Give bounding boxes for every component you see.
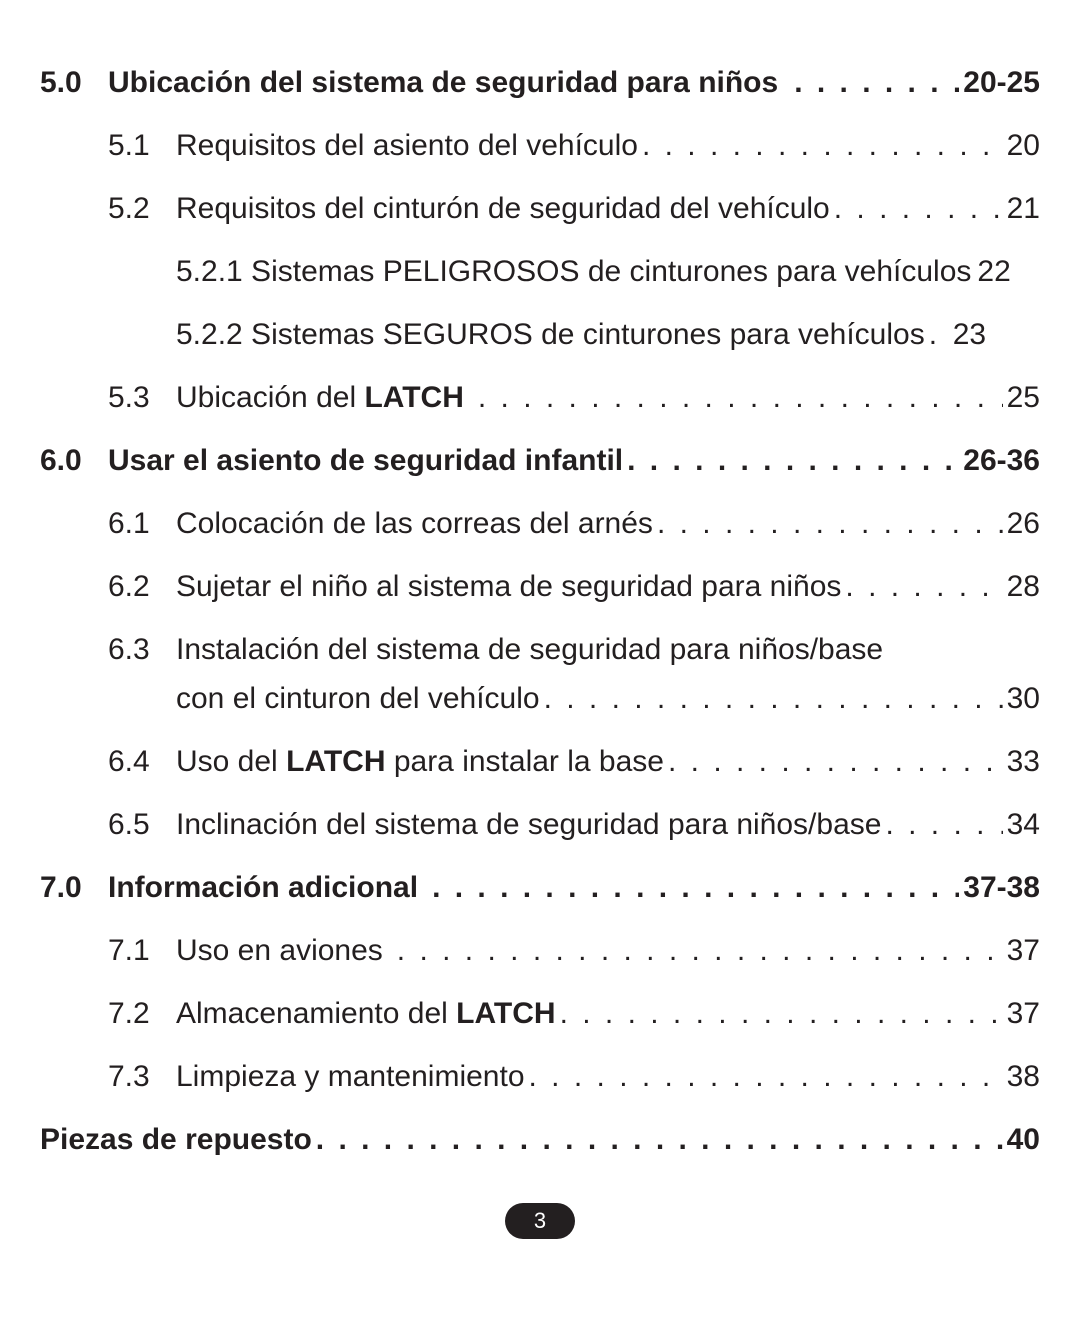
toc-entry-7-2: 7.2 Almacenamiento del LATCH 37 [40,991,1040,1036]
toc-leader-dots [794,60,959,105]
toc-number: 5.2 [108,186,176,231]
toc-title: Ubicación del LATCH [176,375,464,420]
toc-title-line2: con el cinturon del vehículo [176,676,540,721]
toc-entry-6-3-line2: con el cinturon del vehículo 30 [40,676,1040,721]
toc-entry-5-2: 5.2 Requisitos del cinturón de seguridad… [40,186,1040,231]
toc-entry-6-0: 6.0 Usar el asiento de seguridad infanti… [40,438,1040,483]
toc-number: 6.4 [108,739,176,784]
toc-entry-6-3-line1: 6.3 Instalación del sistema de seguridad… [40,627,1040,672]
toc-page: 37 [1007,991,1040,1036]
toc-leader-dots [834,186,1003,231]
toc-title: Requisitos del cinturón de seguridad del… [176,186,830,231]
toc-number: 6.0 [40,438,108,483]
toc-title: Uso en aviones [176,928,383,973]
toc-leader-dots [529,1054,1003,1099]
toc-leader-dots [397,928,1003,973]
page-number: 3 [534,1208,546,1234]
toc-entry-5-2-1: 5.2.1 Sistemas PELIGROSOS de cinturones … [40,249,1040,294]
toc-number: 7.3 [108,1054,176,1099]
toc-entry-6-2: 6.2 Sujetar el niño al sistema de seguri… [40,564,1040,609]
toc-title: Ubicación del sistema de seguridad para … [108,60,778,105]
toc-title: Usar el asiento de seguridad infantil [108,438,623,483]
toc-number: 5.1 [108,123,176,168]
page-number-badge: 3 [505,1203,575,1239]
toc-leader-dots [642,123,1003,168]
toc-number: 6.2 [108,564,176,609]
toc-entry-7-3: 7.3 Limpieza y mantenimiento 38 [40,1054,1040,1099]
toc-title: Requisitos del asiento del vehículo [176,123,638,168]
toc-entry-5-3: 5.3 Ubicación del LATCH 25 [40,375,1040,420]
toc-title-pre: Uso del [176,745,286,778]
toc-page: 37-38 [963,865,1040,910]
toc-page: 40 [1007,1117,1040,1162]
toc-entry-spare-parts: Piezas de repuesto 40 [40,1117,1040,1162]
toc-title-bold: LATCH [456,997,555,1030]
toc-leader-dots [929,312,949,357]
toc-entry-6-5: 6.5 Inclinación del sistema de seguridad… [40,802,1040,847]
toc-number: 6.3 [108,627,176,672]
toc-number: 7.2 [108,991,176,1036]
toc-leader-dots [627,438,959,483]
toc-leader-dots [668,739,1003,784]
toc-leader-dots [432,865,959,910]
toc-number: 6.1 [108,501,176,546]
toc-number: 7.0 [40,865,108,910]
toc-title: Limpieza y mantenimiento [176,1054,525,1099]
table-of-contents: 5.0 Ubicación del sistema de seguridad p… [40,60,1040,1162]
toc-title-post: para instalar la base [385,745,664,778]
toc-title: Piezas de repuesto [40,1117,312,1162]
toc-page: 38 [1007,1054,1040,1099]
toc-leader-dots [544,676,1003,721]
toc-entry-6-4: 6.4 Uso del LATCH para instalar la base … [40,739,1040,784]
toc-title-pre: Almacenamiento del [176,997,456,1030]
toc-leader-dots [885,802,1002,847]
toc-entry-5-1: 5.1 Requisitos del asiento del vehículo … [40,123,1040,168]
toc-leader-dots [478,375,1003,420]
toc-title: Sujetar el niño al sistema de seguridad … [176,564,841,609]
toc-page: 26-36 [963,438,1040,483]
toc-page: 25 [1007,375,1040,420]
toc-page: 21 [1007,186,1040,231]
toc-page: 33 [1007,739,1040,784]
toc-title: 5.2.2 Sistemas SEGUROS de cinturones par… [176,312,925,357]
toc-page: 20 [1007,123,1040,168]
toc-number: 6.5 [108,802,176,847]
toc-title-line1: Instalación del sistema de seguridad par… [176,627,883,672]
toc-number: 5.3 [108,375,176,420]
toc-entry-6-1: 6.1 Colocación de las correas del arnés … [40,501,1040,546]
toc-title: Colocación de las correas del arnés [176,501,653,546]
toc-leader-dots [657,501,1003,546]
toc-page: 37 [1007,928,1040,973]
toc-page: 22 [977,249,1010,294]
toc-title-bold: LATCH [286,745,385,778]
toc-title: Almacenamiento del LATCH [176,991,556,1036]
toc-title: Información adicional [108,865,418,910]
toc-entry-5-0: 5.0 Ubicación del sistema de seguridad p… [40,60,1040,105]
toc-page: 23 [953,312,986,357]
toc-entry-7-0: 7.0 Información adicional 37-38 [40,865,1040,910]
toc-leader-dots [316,1117,1003,1162]
toc-title-pre: Ubicación del [176,381,364,414]
toc-page: 30 [1007,676,1040,721]
toc-title-bold: LATCH [364,381,463,414]
toc-title: Uso del LATCH para instalar la base [176,739,664,784]
toc-title: 5.2.1 Sistemas PELIGROSOS de cinturones … [176,249,971,294]
toc-page: 28 [1007,564,1040,609]
toc-leader-dots [845,564,1002,609]
toc-entry-5-2-2: 5.2.2 Sistemas SEGUROS de cinturones par… [40,312,1040,357]
toc-page: 34 [1007,802,1040,847]
toc-number: 7.1 [108,928,176,973]
toc-title: Inclinación del sistema de seguridad par… [176,802,881,847]
toc-page: 26 [1007,501,1040,546]
toc-entry-7-1: 7.1 Uso en aviones 37 [40,928,1040,973]
toc-leader-dots [560,991,1003,1036]
toc-page: 20-25 [963,60,1040,105]
toc-number: 5.0 [40,60,108,105]
